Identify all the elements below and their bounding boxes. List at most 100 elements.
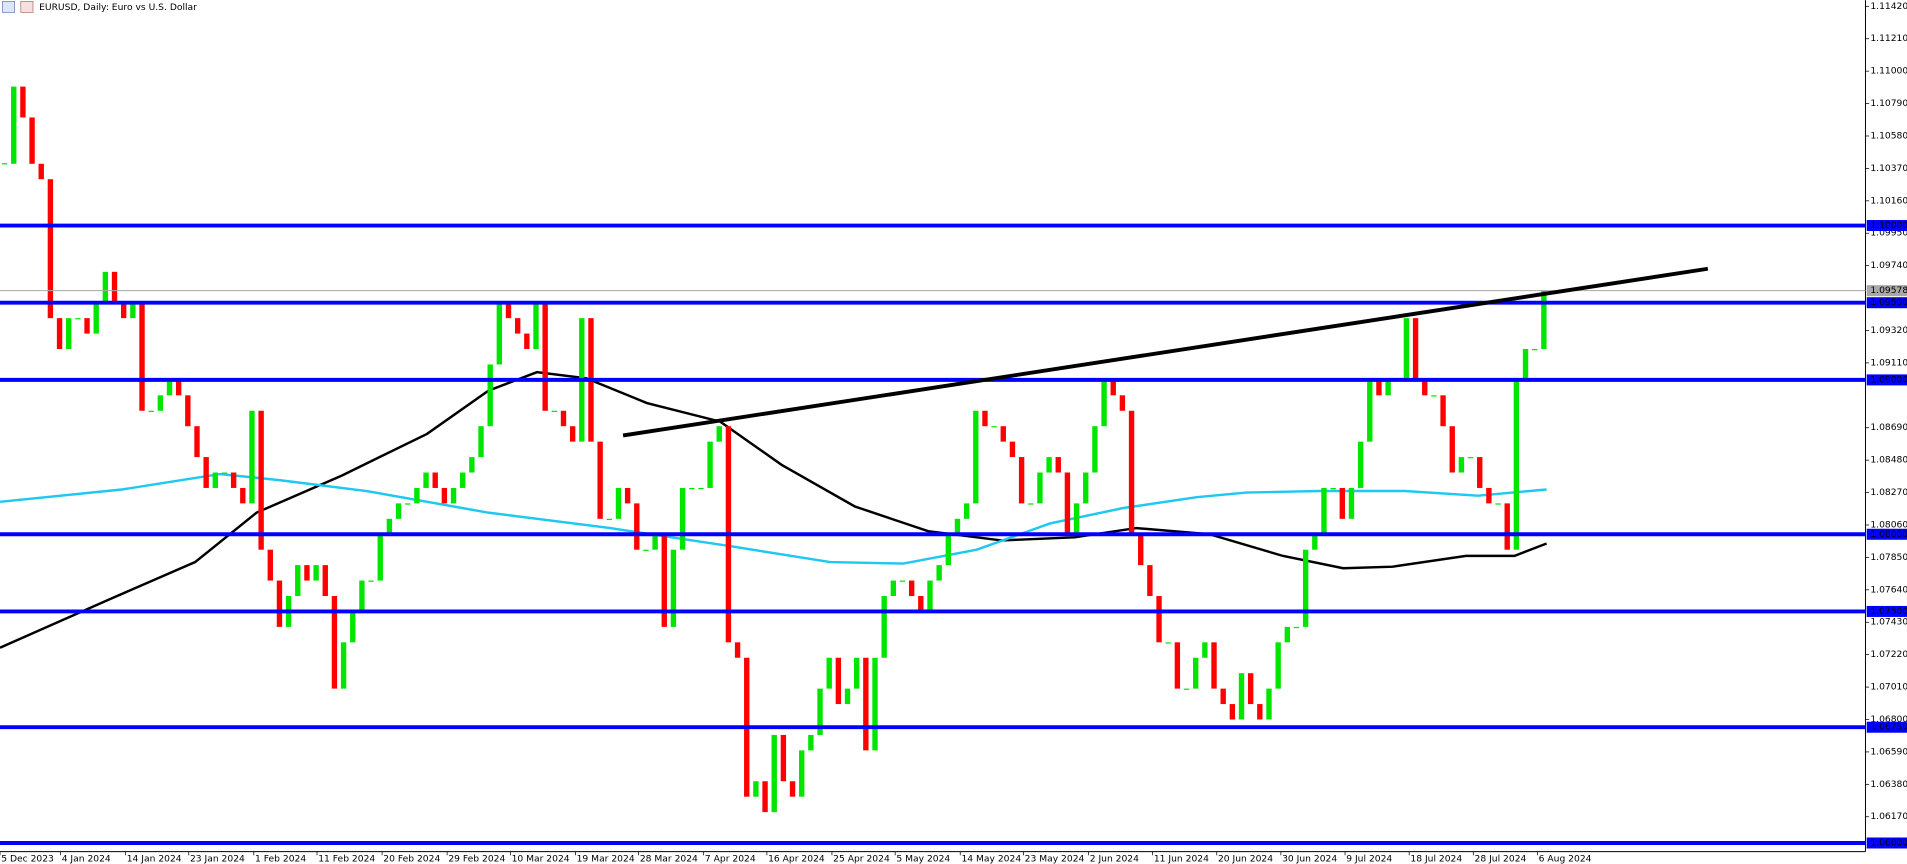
candle <box>1513 379 1520 550</box>
candle <box>569 426 576 442</box>
candle <box>359 580 365 612</box>
y-tick-label: 1.09320 <box>1870 325 1907 336</box>
candle <box>194 426 200 458</box>
candle <box>689 487 695 490</box>
y-tick-label: 1.09950 <box>1870 228 1907 239</box>
y-tick-label: 1.08270 <box>1870 487 1907 498</box>
candle <box>1211 642 1217 689</box>
icon <box>2 1 16 13</box>
title-icons <box>2 1 34 13</box>
candle <box>1092 426 1098 473</box>
candle <box>304 565 310 581</box>
x-tick-label: 5 May 2024 <box>896 853 950 864</box>
x-tick-label: 25 Apr 2024 <box>833 853 890 864</box>
x-tick-label: 30 Jun 2024 <box>1282 853 1337 864</box>
candle <box>890 580 897 597</box>
level-box <box>1866 721 1907 733</box>
candle <box>771 734 777 813</box>
candle <box>1064 472 1071 535</box>
candle <box>853 657 860 689</box>
candle <box>450 487 457 504</box>
candle <box>597 441 603 519</box>
candle <box>899 580 906 582</box>
candle <box>1119 395 1126 411</box>
x-tick-label: 6 Aug 2024 <box>1539 853 1592 864</box>
candle <box>395 503 402 519</box>
level-label: 1.06750 <box>1870 722 1907 733</box>
candle <box>185 395 191 427</box>
candle <box>469 457 475 473</box>
candle <box>863 657 869 751</box>
candle <box>1312 534 1318 550</box>
current-price-box <box>1866 285 1907 297</box>
y-tick-label: 1.06590 <box>1870 746 1907 757</box>
y-tick-label: 1.07430 <box>1870 617 1907 628</box>
candle <box>212 472 219 488</box>
candle <box>698 487 704 490</box>
candle <box>350 611 356 643</box>
candle <box>1000 426 1006 442</box>
y-tick-label: 1.06800 <box>1870 714 1907 725</box>
candle <box>230 472 237 488</box>
level-box <box>1866 837 1907 849</box>
x-tick-label: 14 May 2024 <box>961 853 1021 864</box>
candle <box>368 580 374 582</box>
x-tick-label: 28 Jul 2024 <box>1475 853 1527 864</box>
candle <box>1174 642 1181 689</box>
candle <box>1376 379 1382 396</box>
y-tick-label: 1.11210 <box>1870 33 1907 44</box>
candle <box>441 487 448 504</box>
x-tick-label: 11 Jun 2024 <box>1154 853 1209 864</box>
candle <box>1339 487 1345 519</box>
candle <box>514 318 521 334</box>
candle <box>643 549 649 551</box>
candle <box>47 179 54 319</box>
candle <box>84 318 90 334</box>
candle <box>716 426 722 442</box>
candle <box>66 318 72 350</box>
x-tick-label: 23 May 2024 <box>1025 853 1085 864</box>
candle <box>460 472 466 488</box>
x-tick-label: 1 Feb 2024 <box>255 853 306 864</box>
candle <box>405 503 411 505</box>
level-label: 1.09000 <box>1870 374 1907 385</box>
candle <box>533 302 539 350</box>
y-tick-label: 1.10370 <box>1870 163 1907 174</box>
candle <box>377 534 383 581</box>
candle <box>652 534 658 550</box>
candle <box>93 302 99 334</box>
candle <box>661 534 667 627</box>
candle <box>175 379 182 396</box>
candle <box>478 426 484 458</box>
x-tick-label: 9 Jul 2024 <box>1346 853 1392 864</box>
x-tick-label: 29 Feb 2024 <box>448 853 505 864</box>
candle <box>551 410 558 412</box>
candle <box>1101 379 1107 427</box>
candle <box>322 565 328 597</box>
candle <box>1385 379 1391 396</box>
candle <box>1028 503 1034 505</box>
candle <box>1504 503 1510 550</box>
candle <box>1275 642 1281 689</box>
y-tick-label: 1.10580 <box>1870 130 1907 141</box>
candle <box>56 318 63 350</box>
candle <box>1431 395 1437 397</box>
x-tick-label: 18 Jul 2024 <box>1410 853 1462 864</box>
candle <box>1138 534 1144 566</box>
y-tick-label: 1.09110 <box>1870 357 1907 368</box>
candle <box>963 503 970 519</box>
y-tick-label: 1.08480 <box>1870 455 1907 466</box>
candle <box>634 503 640 550</box>
candle <box>1477 457 1483 488</box>
current-price-label: 1.09578 <box>1870 285 1907 296</box>
candle <box>615 487 622 519</box>
candle <box>1147 565 1153 597</box>
candle <box>844 688 851 705</box>
candle <box>1321 487 1327 535</box>
candle <box>1018 457 1025 504</box>
candle <box>670 549 677 627</box>
candle <box>166 379 173 396</box>
candle <box>560 410 567 427</box>
candle <box>1412 318 1419 380</box>
candle <box>780 734 787 782</box>
